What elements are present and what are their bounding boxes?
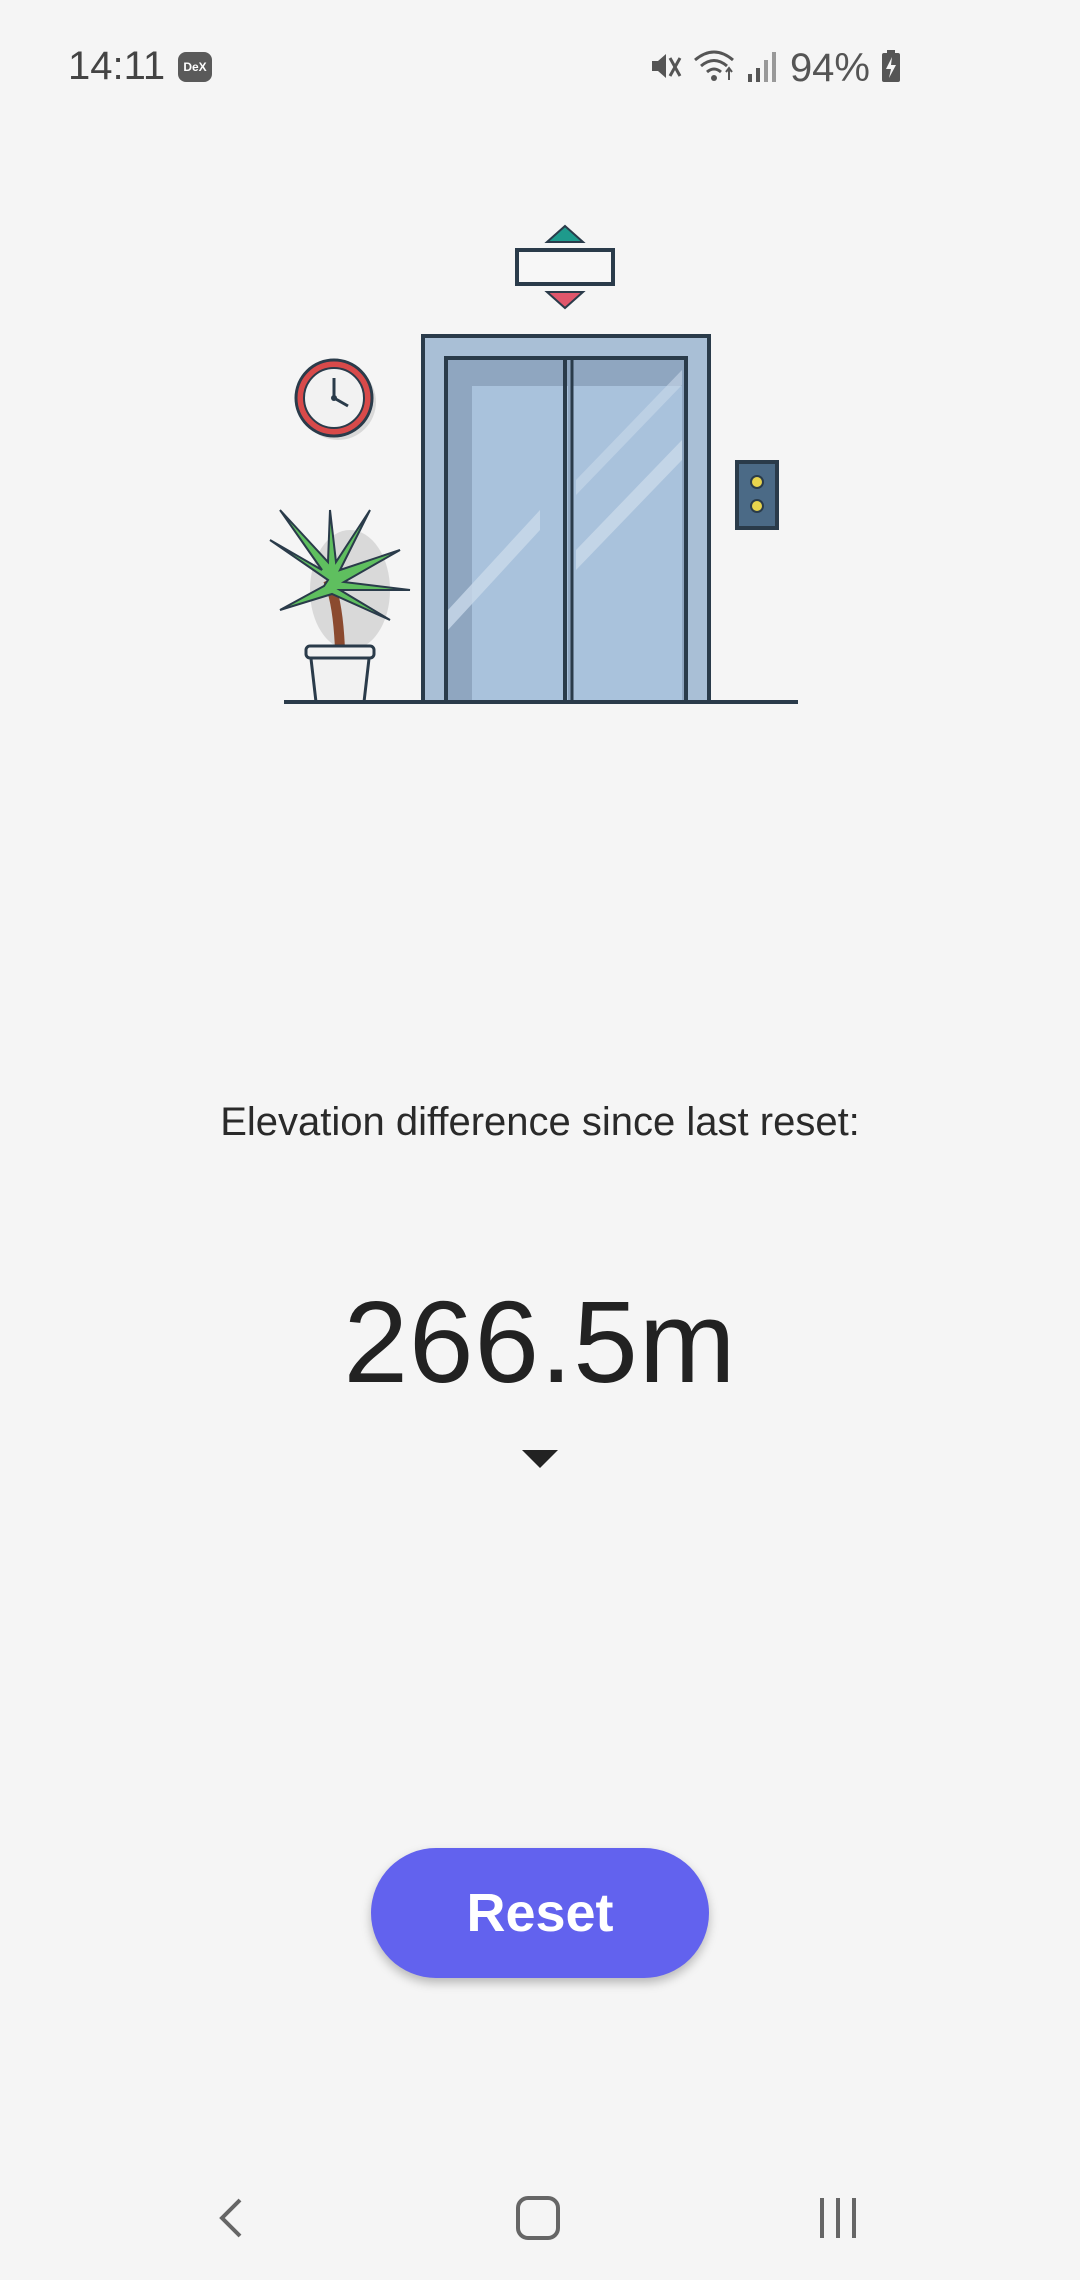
mute-icon: [646, 48, 682, 89]
status-time: 14:11: [68, 44, 166, 88]
home-icon[interactable]: [510, 2190, 566, 2251]
floor-indicator-icon: [515, 224, 615, 310]
elevation-caption: Elevation difference since last reset:: [220, 1100, 860, 1144]
elevator-illustration: [240, 210, 820, 720]
signal-icon: [746, 48, 780, 89]
back-icon[interactable]: [206, 2190, 256, 2251]
status-bar: 14:11 DeX 9: [0, 0, 1080, 130]
recents-icon[interactable]: [812, 2190, 868, 2251]
dex-icon: DeX: [178, 52, 212, 82]
reset-button[interactable]: Reset: [371, 1848, 709, 1978]
battery-percent: 94%: [789, 45, 870, 90]
plant-icon: [269, 509, 411, 704]
elevator-door-icon: [421, 334, 711, 704]
call-button-icon: [735, 460, 779, 530]
elevation-value: 266.5m: [343, 1277, 737, 1407]
down-triangle-icon: [522, 1450, 558, 1475]
nav-bar: [0, 2160, 1080, 2280]
battery-charging-icon: [880, 48, 902, 89]
clock-icon: [294, 358, 376, 440]
status-icons: 94%: [646, 44, 902, 92]
wifi-icon: [692, 48, 736, 89]
